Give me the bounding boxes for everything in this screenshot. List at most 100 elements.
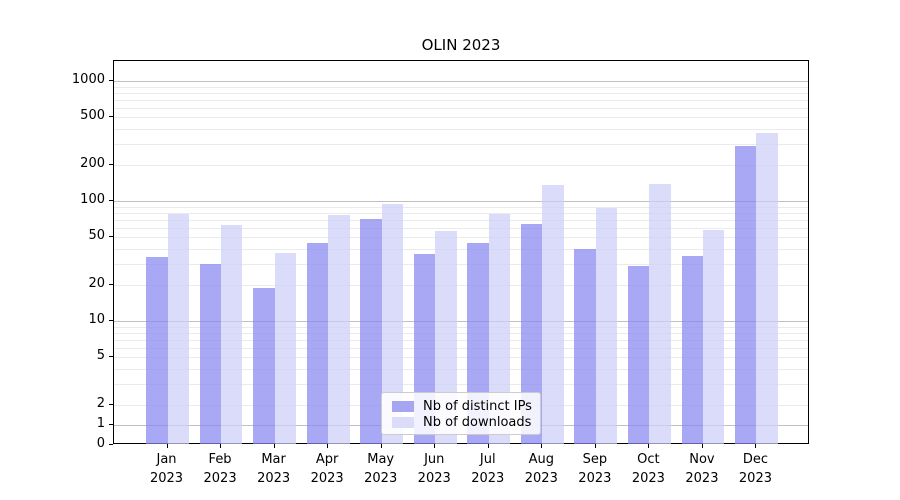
x-tick-mark-jun <box>434 444 436 448</box>
x-tick-label-sep: Sep 2023 <box>578 452 612 486</box>
gridline-minor-300 <box>114 143 808 145</box>
gridline-minor-4 <box>114 368 808 370</box>
bar-distinct-ips-sep <box>574 248 596 444</box>
x-tick-label-oct: Oct 2023 <box>631 452 665 486</box>
x-tick-label-jun: Jun 2023 <box>417 452 451 486</box>
x-tick-label-nov: Nov 2023 <box>685 452 719 486</box>
x-tick-label-feb: Feb 2023 <box>203 452 237 486</box>
legend: Nb of distinct IPs Nb of downloads <box>381 392 541 435</box>
gridline-minor-500 <box>114 117 808 119</box>
bar-downloads-jul <box>488 214 511 444</box>
legend-swatch-distinct-ips <box>392 400 414 412</box>
x-tick-label-aug: Aug 2023 <box>524 452 558 486</box>
gridline-major-100 <box>114 201 808 203</box>
y-tick-label-0: 0 <box>96 436 105 451</box>
bar-downloads-aug <box>542 185 564 444</box>
bar-downloads-apr <box>328 215 350 444</box>
y-tick-mark-500 <box>109 116 113 118</box>
y-tick-mark-5 <box>109 356 113 358</box>
chart-title: OLIN 2023 <box>421 36 501 54</box>
bar-downloads-may <box>381 204 404 444</box>
x-tick-mark-sep <box>594 444 596 448</box>
x-tick-label-mar: Mar 2023 <box>257 452 291 486</box>
gridline-minor-700 <box>114 99 808 101</box>
legend-label-distinct-ips: Nb of distinct IPs <box>423 398 532 414</box>
gridline-minor-40 <box>114 248 808 250</box>
bar-distinct-ips-dec <box>735 145 757 444</box>
legend-item-downloads: Nb of downloads <box>392 414 532 430</box>
y-tick-mark-100 <box>109 200 113 202</box>
x-tick-mark-apr <box>327 444 329 448</box>
x-tick-label-jan: Jan 2023 <box>149 452 184 486</box>
y-tick-label-1: 1 <box>96 416 105 431</box>
x-tick-mark-jan <box>166 444 168 448</box>
y-tick-label-100: 100 <box>80 192 105 208</box>
y-tick-mark-2 <box>109 404 113 405</box>
x-tick-mark-may <box>380 444 382 448</box>
gridline-minor-90 <box>114 206 808 208</box>
gridline-minor-50 <box>114 237 808 239</box>
bar-downloads-jun <box>435 231 457 444</box>
bar-downloads-nov <box>702 230 725 444</box>
x-tick-mark-jul <box>487 444 489 448</box>
x-tick-mark-oct <box>648 444 650 448</box>
gridline-major-1000 <box>114 81 808 83</box>
x-tick-mark-dec <box>755 444 757 448</box>
bar-distinct-ips-aug <box>520 223 543 444</box>
plot-area: Nb of distinct IPs Nb of downloads <box>113 60 809 444</box>
x-tick-mark-feb <box>220 444 222 448</box>
bar-distinct-ips-mar <box>253 287 275 444</box>
bar-downloads-oct <box>649 183 671 444</box>
bar-downloads-jan <box>167 214 189 444</box>
bar-downloads-sep <box>595 207 618 444</box>
gridline-minor-400 <box>114 128 808 130</box>
y-tick-mark-10 <box>109 320 113 322</box>
bar-distinct-ips-may <box>360 218 382 444</box>
bar-distinct-ips-nov <box>681 255 703 444</box>
bar-downloads-dec <box>756 133 778 444</box>
gridline-minor-9 <box>114 326 808 328</box>
gridline-minor-60 <box>114 227 808 229</box>
legend-label-downloads: Nb of downloads <box>423 414 532 430</box>
legend-item-distinct-ips: Nb of distinct IPs <box>392 398 532 414</box>
y-tick-mark-1000 <box>109 80 113 82</box>
gridline-major-10 <box>114 321 808 323</box>
gridline-minor-800 <box>114 92 808 94</box>
gridline-minor-3 <box>114 383 808 385</box>
y-tick-label-50: 50 <box>88 228 105 244</box>
gridline-minor-80 <box>114 212 808 214</box>
x-tick-mark-nov <box>701 444 703 448</box>
gridline-minor-5 <box>114 357 808 359</box>
bar-distinct-ips-apr <box>306 242 329 444</box>
gridline-minor-200 <box>114 165 808 166</box>
gridline-minor-20 <box>114 285 808 286</box>
bar-downloads-feb <box>221 225 243 444</box>
gridline-minor-900 <box>114 86 808 88</box>
y-tick-mark-1 <box>109 424 113 425</box>
y-tick-mark-200 <box>109 164 113 165</box>
y-tick-mark-50 <box>109 236 113 238</box>
gridline-minor-30 <box>114 263 808 265</box>
y-tick-mark-20 <box>109 284 113 285</box>
y-tick-label-20: 20 <box>88 276 105 291</box>
gridline-minor-8 <box>114 332 808 334</box>
gridline-minor-70 <box>114 219 808 221</box>
x-tick-label-dec: Dec 2023 <box>738 452 772 486</box>
gridline-minor-600 <box>114 107 808 109</box>
y-tick-label-10: 10 <box>88 312 105 328</box>
gridline-minor-6 <box>114 347 808 349</box>
y-tick-label-1000: 1000 <box>71 72 105 88</box>
x-tick-label-apr: Apr 2023 <box>310 452 344 486</box>
y-tick-mark-0 <box>109 444 113 445</box>
bar-downloads-mar <box>274 252 297 444</box>
y-tick-label-200: 200 <box>80 156 105 171</box>
bar-distinct-ips-feb <box>199 263 222 444</box>
y-tick-label-2: 2 <box>96 396 105 411</box>
x-tick-mark-mar <box>273 444 275 448</box>
x-tick-label-may: May 2023 <box>364 452 398 486</box>
bar-distinct-ips-oct <box>627 265 650 444</box>
x-tick-mark-aug <box>541 444 543 448</box>
bar-distinct-ips-jan <box>146 257 168 444</box>
legend-swatch-downloads <box>392 416 414 428</box>
